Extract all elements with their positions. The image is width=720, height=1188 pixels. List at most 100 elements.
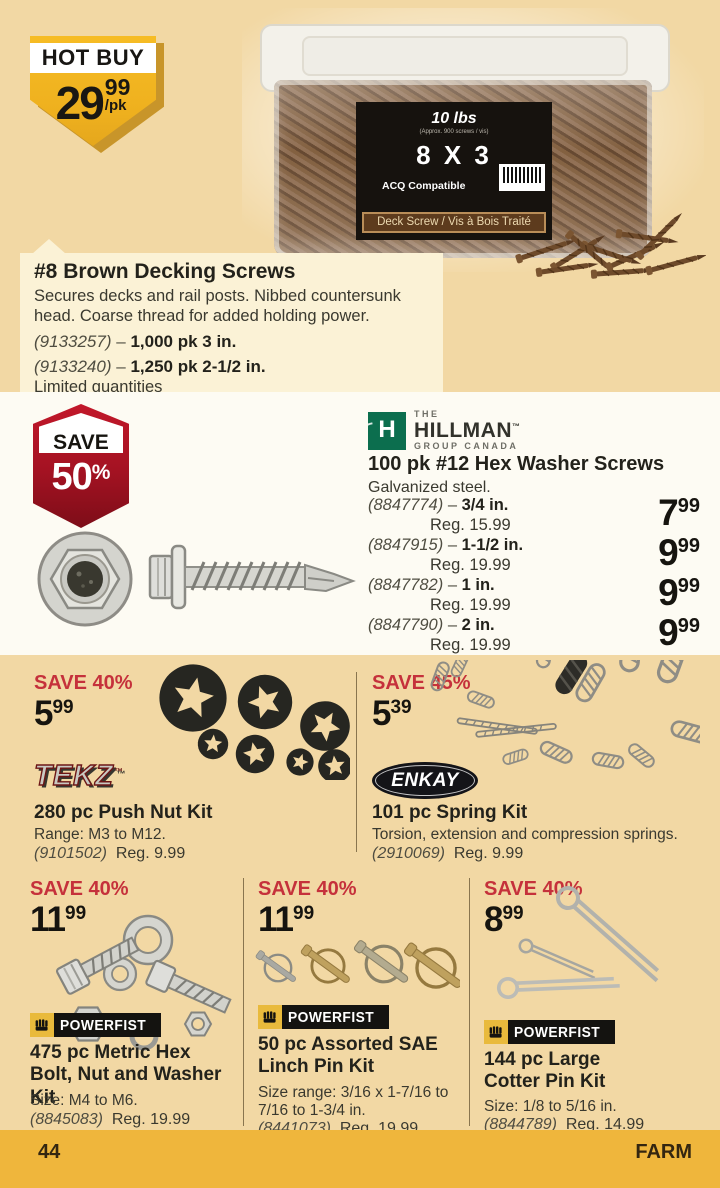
card-reg-price: Reg. 9.99 bbox=[115, 845, 186, 862]
barcode bbox=[499, 164, 545, 191]
price-row: (8847915) – 1-1/2 in. Reg. 19.99 999 bbox=[368, 532, 700, 576]
hillman-name-text: HILLMAN bbox=[414, 419, 512, 442]
dash: – bbox=[116, 356, 126, 376]
page-number: 44 bbox=[38, 1141, 61, 1163]
row-price: 999 bbox=[658, 612, 700, 654]
hex-washer-title: 100 pk #12 Hex Washer Screws bbox=[368, 453, 665, 475]
save-badge-text: SAVE 40% bbox=[34, 672, 133, 694]
cotter-pin-image bbox=[495, 884, 676, 1009]
powerfist-logo-text: POWERFIST bbox=[60, 1016, 147, 1034]
item-desc: 1,000 pk 3 in. bbox=[130, 331, 237, 351]
row-size: 1-1/2 in. bbox=[461, 536, 524, 554]
section-label: FARM bbox=[635, 1141, 692, 1163]
hot-buy-price-dollars: 29 bbox=[55, 77, 105, 129]
card-price: 599 bbox=[34, 696, 74, 731]
card-reg-price: Reg. 14.99 bbox=[565, 1116, 645, 1133]
powerfist-fist-icon bbox=[484, 1020, 508, 1044]
card-sku-line: (2910069) Reg. 9.99 bbox=[372, 845, 523, 863]
hillman-logo: H THE HILLMAN™ GROUP CANADA bbox=[368, 410, 520, 451]
card-sku: (8845083) bbox=[30, 1111, 103, 1128]
hot-buy-badge: HOT BUY 29 99/pk bbox=[30, 36, 164, 153]
card-sku-line: (8844789) Reg. 14.99 bbox=[484, 1116, 644, 1134]
card-divider bbox=[356, 672, 357, 852]
row-reg-price: Reg. 15.99 bbox=[430, 516, 511, 534]
tub-label: 10 lbs (Approx. 900 screws / vis) 8 X 3 … bbox=[356, 102, 552, 240]
powerfist-fist-icon bbox=[30, 1013, 54, 1037]
hex-washer-panel: SAVE 50% bbox=[0, 392, 720, 655]
dash: – bbox=[116, 331, 126, 351]
enkay-logo-text: ENKAY bbox=[391, 769, 459, 791]
card-sku: (9101502) bbox=[34, 845, 107, 862]
price-dollars: 11 bbox=[258, 900, 294, 939]
decking-screws-photo: 10 lbs (Approx. 900 screws / vis) 8 X 3 … bbox=[242, 8, 706, 280]
decking-title: #8 Brown Decking Screws bbox=[34, 260, 296, 283]
hillman-logo-icon: H bbox=[368, 411, 406, 450]
save-percent: 50% bbox=[33, 456, 129, 499]
row-sku: (8847774) bbox=[368, 496, 444, 514]
row-price: 999 bbox=[658, 572, 700, 614]
card-price: 539 bbox=[372, 696, 412, 731]
powerfist-logo-text: POWERFIST bbox=[288, 1008, 375, 1026]
row-sku: (8847782) bbox=[368, 576, 444, 594]
tekz-logo: TEKZ™ bbox=[33, 759, 124, 793]
tekz-logo-text: TEKZ bbox=[33, 759, 114, 792]
decking-note: Limited quantities bbox=[34, 377, 163, 396]
price-dollars: 7 bbox=[658, 492, 679, 533]
powerfist-logo: POWERFIST bbox=[258, 1005, 389, 1029]
card-divider bbox=[469, 878, 470, 1126]
item-sku: (9133257) bbox=[34, 331, 112, 351]
card-divider bbox=[243, 878, 244, 1126]
save-badge-text: SAVE 40% bbox=[30, 878, 129, 900]
powerfist-logo-text: POWERFIST bbox=[514, 1023, 601, 1041]
card-price: 899 bbox=[484, 902, 524, 937]
hex-screw-front-image bbox=[37, 531, 133, 627]
row-size: 1 in. bbox=[461, 576, 495, 594]
row-sku: (8847915) bbox=[368, 536, 444, 554]
footer-bar: 44 FARM bbox=[0, 1130, 720, 1188]
item-desc: 1,250 pk 2-1/2 in. bbox=[130, 356, 266, 376]
price-cents: 99 bbox=[677, 575, 700, 597]
hex-screw-side-image bbox=[148, 544, 356, 610]
card-detail: Size: M4 to M6. bbox=[30, 1092, 138, 1109]
price-dollars: 5 bbox=[34, 694, 53, 733]
push-nut-image bbox=[153, 662, 350, 780]
card-price: 1199 bbox=[258, 902, 314, 937]
label-banner: Deck Screw / Vis à Bois Traité bbox=[362, 212, 546, 233]
hot-buy-label: HOT BUY bbox=[41, 45, 145, 70]
card-title: 475 pc Metric Hex Bolt, Nut and Washer K… bbox=[30, 1042, 222, 1108]
price-cents: 99 bbox=[293, 903, 315, 924]
card-title: 280 pc Push Nut Kit bbox=[34, 802, 213, 823]
card-hex-bolt-kit: SAVE 40% 1199 bbox=[20, 870, 238, 1128]
spring-kit-image bbox=[428, 660, 700, 771]
save-percent-number: 50 bbox=[51, 456, 93, 498]
label-approx: (Approx. 900 screws / vis) bbox=[419, 129, 489, 135]
price-cents: 99 bbox=[677, 535, 700, 557]
price-dollars: 8 bbox=[484, 900, 503, 939]
row-reg-price: Reg. 19.99 bbox=[430, 556, 511, 574]
decking-description: Secures decks and rail posts. Nibbed cou… bbox=[34, 287, 401, 326]
hot-buy-label-band: HOT BUY bbox=[30, 43, 156, 73]
tub-lid-ridge bbox=[302, 36, 628, 76]
label-weight: 10 lbs bbox=[431, 110, 477, 127]
row-reg-price: Reg. 19.99 bbox=[430, 636, 511, 654]
price-cents: 99 bbox=[677, 495, 700, 517]
card-reg-price: Reg. 9.99 bbox=[453, 845, 524, 862]
hot-buy-price-cents: 99 bbox=[104, 74, 131, 100]
label-size: 8 X 3 bbox=[416, 140, 492, 170]
row-price: 799 bbox=[658, 492, 700, 534]
price-dollars: 9 bbox=[658, 612, 679, 653]
panel-pointer bbox=[32, 239, 66, 254]
dash: – bbox=[447, 496, 458, 514]
card-title: 144 pc Large Cotter Pin Kit bbox=[484, 1049, 606, 1093]
powerfist-fist-icon bbox=[258, 1005, 282, 1029]
powerfist-logo: POWERFIST bbox=[30, 1013, 161, 1037]
price-row: (8847790) – 2 in. Reg. 19.99 999 bbox=[368, 612, 700, 656]
card-sku: (8844789) bbox=[484, 1116, 557, 1133]
row-reg-price: Reg. 19.99 bbox=[430, 596, 511, 614]
hot-buy-badge-shape: HOT BUY 29 99/pk bbox=[30, 36, 156, 146]
hillman-name: HILLMAN™ bbox=[414, 420, 520, 441]
hillman-the: THE bbox=[414, 409, 440, 419]
dash: – bbox=[447, 576, 458, 594]
card-reg-price: Reg. 19.99 bbox=[111, 1111, 191, 1128]
